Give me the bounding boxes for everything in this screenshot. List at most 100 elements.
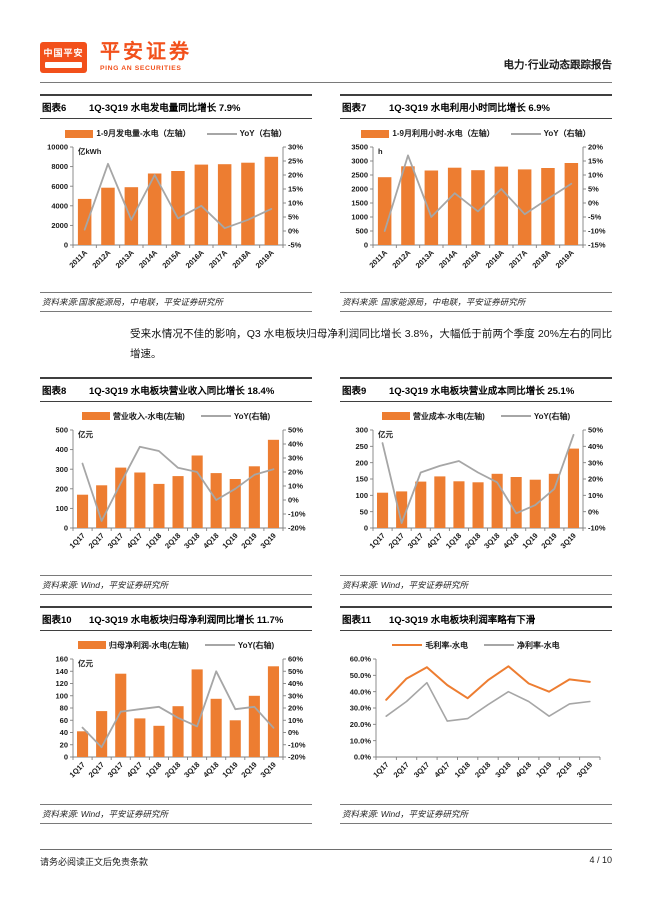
svg-text:100: 100 [355,491,368,500]
svg-text:2Q17: 2Q17 [387,531,406,550]
figure-title-bar: 图表6 1Q-3Q19 水电发电量同比增长 7.9% [40,94,312,119]
figure-source: 资料来源: Wind，平安证券研究所 [40,803,312,824]
svg-text:40: 40 [60,728,68,737]
svg-text:3Q18: 3Q18 [182,531,201,550]
svg-text:300: 300 [55,465,68,474]
svg-text:1Q19: 1Q19 [520,531,539,550]
legend-label: 净利率-水电 [517,640,560,650]
figure-heading: 1Q-3Q19 水电板块营业收入同比增长 18.4% [89,385,275,397]
svg-text:2011A: 2011A [67,248,89,270]
svg-text:2017A: 2017A [507,248,529,270]
svg-text:100: 100 [55,504,68,513]
chart-canvas: 0 2000 4000 6000 8000 10000 -5% 0% 5% 10% 15% 20% 25… [47,143,303,270]
svg-text:2019A: 2019A [554,248,576,270]
figure-label: 图表10 [42,614,72,626]
chart-row-3: 图表10 1Q-3Q19 水电板块归母净利润同比增长 11.7% 归母净利润-水… [40,605,612,824]
chart-canvas: 0.0%10.0%20.0%30.0%40.0%50.0%60.0%1Q17 2Q… [350,654,601,779]
svg-text:3Q19: 3Q19 [559,531,578,550]
svg-text:3500: 3500 [351,143,368,152]
svg-text:3Q18: 3Q18 [493,760,512,779]
svg-text:-20%: -20% [288,523,306,532]
svg-text:2013A: 2013A [114,248,136,270]
bar-series-swatch [77,641,106,650]
figure-source: 资料来源:国家能源局，中电联，平安证券研究所 [40,292,312,312]
svg-text:3Q17: 3Q17 [106,760,125,779]
chart-canvas: 0 500 1000 1500 2000 2500 3000 3500 -15% -10% -5% 0… [351,143,606,270]
figure-block: 图表10 1Q-3Q19 水电板块归母净利润同比增长 11.7% 归母净利润-水… [40,605,312,824]
svg-text:h: h [378,147,383,156]
svg-text:2Q18: 2Q18 [163,531,182,550]
legend-label: YoY(右轴) [233,411,271,421]
svg-text:150: 150 [355,474,368,483]
chart-canvas: 0 100 200 300 400 500 -20% -10% 0% 10% 20% 30% 40% 50… [55,425,306,550]
svg-text:2000: 2000 [351,185,368,194]
chart-area: 0 20 40 60 80 100 120 140 160 -20% -10% 0% 10% 20% 30%… [40,652,312,803]
header-divider [40,82,612,83]
svg-text:1Q17: 1Q17 [368,531,387,550]
svg-text:25%: 25% [288,157,303,166]
figure-title-bar: 图表11 1Q-3Q19 水电板块利润率略有下滑 [340,605,612,631]
legend-label: YoY(右轴) [533,411,571,421]
svg-text:15%: 15% [288,185,303,194]
svg-text:20: 20 [60,740,68,749]
svg-text:1Q19: 1Q19 [220,531,239,550]
svg-text:100: 100 [55,691,68,700]
bar-series-swatch [65,129,94,138]
chart-legend: 毛利率-水电 净利率-水电 [340,640,612,651]
legend-label: 营业收入-水电(左轴) [112,411,185,421]
svg-text:30%: 30% [588,458,603,467]
svg-text:8000: 8000 [51,162,68,171]
line-series-swatch [510,132,541,135]
legend-item: YoY（右轴） [510,128,591,139]
disclaimer-text: 请务必阅读正文后免责条款 [40,857,149,867]
svg-text:5%: 5% [588,185,599,194]
legend-item: 毛利率-水电 [392,640,468,651]
svg-text:300: 300 [355,425,368,434]
svg-text:2Q18: 2Q18 [473,760,492,779]
svg-text:500: 500 [355,227,368,236]
svg-text:0%: 0% [288,227,299,236]
svg-text:4Q18: 4Q18 [201,760,220,779]
chart-area: 0.0% 10.0% 20.0% 30.0% 40.0% 50.0% 60.0% 1Q17 2Q… [340,652,612,803]
svg-text:4Q17: 4Q17 [125,760,144,779]
svg-text:1Q17: 1Q17 [371,760,390,779]
svg-text:10%: 10% [588,171,603,180]
svg-text:2019A: 2019A [254,248,276,270]
legend-label: YoY（右轴） [543,129,591,138]
svg-text:0: 0 [364,241,368,250]
svg-text:2012A: 2012A [390,248,412,270]
svg-text:1500: 1500 [351,199,368,208]
svg-text:4Q18: 4Q18 [501,531,520,550]
figure-label: 图表7 [342,103,367,114]
figure-label: 图表11 [342,614,372,626]
legend-label: YoY（右轴） [239,129,287,138]
svg-text:2Q17: 2Q17 [392,760,411,779]
svg-text:2014A: 2014A [137,248,159,270]
svg-text:-15%: -15% [588,241,606,250]
figure-label: 图表9 [342,385,367,397]
pingan-logo-icon: 中国平安 [40,42,87,73]
svg-text:1Q17: 1Q17 [68,531,87,550]
svg-text:40%: 40% [588,442,603,451]
legend-label: YoY(右轴) [237,640,275,650]
figure-block: 图表6 1Q-3Q19 水电发电量同比增长 7.9% 1-9月发电量-水电（左轴… [40,94,312,312]
svg-text:2018A: 2018A [530,248,552,270]
line-series-swatch [200,415,231,418]
svg-text:1Q18: 1Q18 [453,760,472,779]
svg-text:-10%: -10% [588,523,606,532]
brand: 中国平安 平安证券 PING AN SECURITIES [40,42,192,73]
svg-text:120: 120 [55,679,68,688]
svg-text:400: 400 [55,445,68,454]
svg-text:1Q18: 1Q18 [444,531,463,550]
svg-text:20%: 20% [588,474,603,483]
figure-block: 图表9 1Q-3Q19 水电板块营业成本同比增长 25.1% 营业成本-水电(左… [340,376,612,595]
brand-name-cn: 平安证券 [100,41,192,63]
svg-text:10.0%: 10.0% [350,736,372,745]
line-series-swatch [392,644,423,647]
svg-text:50%: 50% [288,425,303,434]
line-series-swatch [500,415,531,418]
page-footer: 请务必阅读正文后免责条款 4 / 10 [40,849,612,868]
svg-text:亿元: 亿元 [78,429,93,439]
svg-text:2Q19: 2Q19 [555,760,574,779]
